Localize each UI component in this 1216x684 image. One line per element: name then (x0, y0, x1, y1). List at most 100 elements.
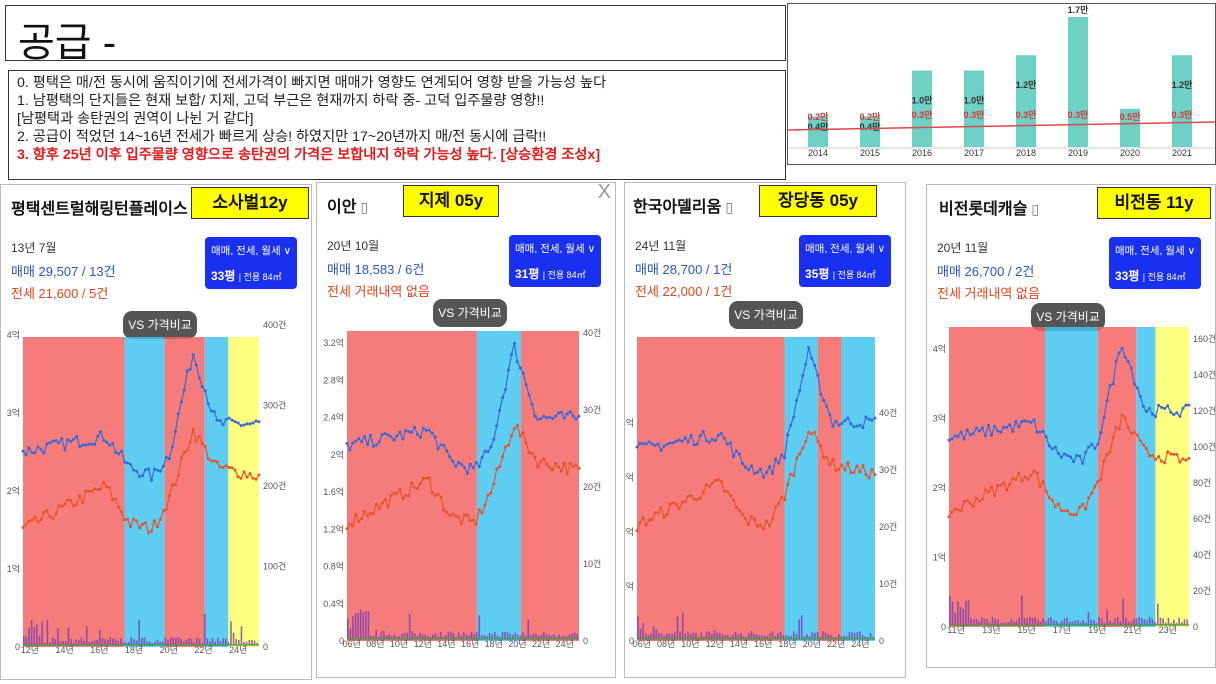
lease-price-point (518, 434, 522, 438)
lease-price-point (421, 476, 425, 480)
sale-price-line (948, 347, 1190, 466)
vs-price-compare-button[interactable]: VS 가격비교 (433, 299, 507, 327)
lease-price-point (548, 466, 552, 470)
sale-price-point (143, 468, 147, 472)
sale-price-point (84, 443, 88, 447)
lease-price-point (843, 468, 847, 472)
lease-price-point (1038, 485, 1042, 489)
map-icon[interactable]: ▯ (725, 199, 734, 215)
volume-bar (175, 637, 177, 645)
sale-summary: 매매 18,583 / 6건 (327, 262, 425, 277)
volume-bar (660, 632, 663, 639)
volume-bar (1151, 619, 1154, 625)
supply-bar (964, 70, 984, 147)
volume-bar (793, 631, 795, 639)
volume-bar (530, 635, 532, 639)
volume-bar (761, 635, 763, 639)
lease-price-point (1078, 505, 1082, 509)
type-filter-button[interactable]: 매매, 전세, 월세 ∨ 31평 | 전용 84㎡ (509, 235, 601, 287)
volume-bar (452, 633, 455, 639)
lease-price-point (728, 493, 732, 497)
sale-price-point (1178, 414, 1182, 418)
lease-price-point (731, 498, 735, 502)
lease-price-point (647, 518, 651, 522)
lease-price-point (562, 461, 566, 465)
volume-bar (377, 636, 380, 639)
supply-x-tick: 2021 (1172, 148, 1192, 158)
lease-price-point (480, 511, 484, 515)
sale-price-point (518, 366, 522, 370)
sale-price-line (22, 354, 260, 483)
lease-price-point (245, 475, 249, 479)
lease-price-point (149, 529, 153, 533)
lease-price-point (855, 464, 859, 468)
lease-price-point (251, 476, 255, 480)
volume-bar (1045, 620, 1047, 625)
volume-bar (1117, 617, 1119, 625)
sale-price-point (161, 464, 165, 468)
lease-price-point (1065, 509, 1069, 513)
close-icon[interactable]: X (597, 181, 611, 203)
vs-price-compare-button[interactable]: VS 가격비교 (123, 311, 197, 339)
volume-bar (72, 642, 75, 645)
volume-bar (787, 635, 790, 639)
sale-price-point (777, 461, 781, 465)
volume-bar (33, 626, 36, 645)
sale-price-point (1032, 418, 1036, 422)
sale-price-line (636, 347, 876, 479)
volume-bar (222, 638, 224, 645)
sale-price-point (1005, 425, 1009, 429)
sale-price-point (1138, 394, 1142, 398)
volume-bar (67, 627, 70, 645)
sale-price-point (542, 414, 546, 418)
sale-price-point (574, 417, 578, 421)
volume-bar (511, 634, 514, 639)
y-tick-left: 0 (941, 622, 946, 632)
vs-price-compare-button[interactable]: VS 가격비교 (1031, 303, 1105, 331)
type-filter-button[interactable]: 매매, 전세, 월세 ∨ 33평 | 전용 84㎡ (1109, 237, 1201, 289)
sale-price-point (462, 465, 466, 469)
volume-bar (127, 642, 130, 645)
volume-bar (695, 632, 697, 639)
sale-price-point (1166, 404, 1170, 408)
region-tag: 장당동 05y (759, 185, 877, 217)
supply-x-tick: 2017 (964, 148, 984, 158)
sale-price-point (965, 428, 969, 432)
sale-price-point (650, 442, 654, 446)
lease-price-point (36, 520, 40, 524)
map-icon[interactable]: ▯ (1031, 201, 1040, 217)
sale-price-point (90, 442, 94, 446)
volume-bar (872, 636, 874, 639)
sale-price-point (716, 433, 720, 437)
filter-type-label: 매매, 전세, 월세 ∨ (1115, 245, 1196, 257)
volume-bar (146, 641, 148, 645)
vs-price-compare-button[interactable]: VS 가격비교 (729, 301, 803, 329)
volume-bar (1018, 617, 1020, 625)
sale-price-point (762, 475, 766, 479)
lease-price-point (968, 501, 972, 505)
volume-bar (1007, 621, 1010, 625)
type-filter-button[interactable]: 매매, 전세, 월세 ∨ 35평 | 전용 84㎡ (799, 235, 891, 287)
lease-price-point (1141, 443, 1145, 447)
lease-price-point (962, 500, 966, 504)
y-tick-right: 0 (879, 636, 884, 646)
lease-price-point (182, 450, 186, 454)
sale-price-point (212, 410, 216, 414)
sale-price-point (75, 435, 79, 439)
volume-bar (535, 633, 537, 639)
volume-bar (395, 636, 398, 639)
sale-price-point (993, 424, 997, 428)
type-filter-button[interactable]: 매매, 전세, 월세 ∨ 33평 | 전용 84㎡ (205, 237, 297, 289)
x-tick: 10년 (681, 639, 699, 649)
sale-price-point (861, 426, 865, 430)
sale-price-point (956, 434, 960, 438)
lease-price-point (380, 501, 384, 505)
sale-price-point (96, 434, 100, 438)
volume-bar (1050, 617, 1052, 625)
map-icon[interactable]: ▯ (360, 199, 369, 215)
volume-bar (1002, 622, 1004, 625)
x-tick: 24년 (556, 639, 574, 649)
sale-price-point (66, 438, 70, 442)
volume-bar (78, 640, 80, 645)
sale-price-point (203, 389, 207, 393)
